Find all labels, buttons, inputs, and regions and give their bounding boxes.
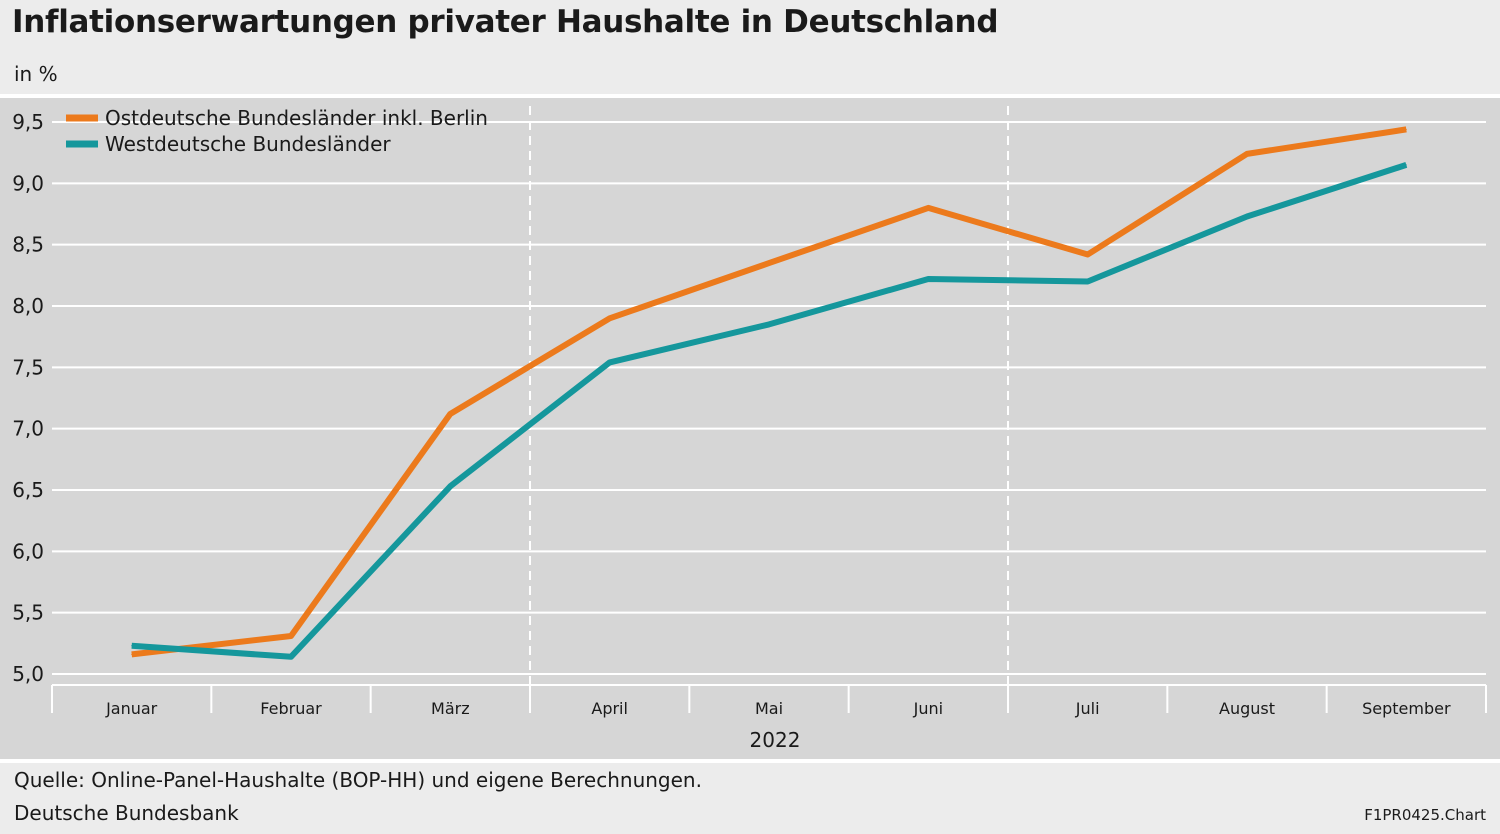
series-line-ost: [131, 126, 1407, 658]
x-tick-label: Juli: [1075, 699, 1100, 718]
bottom-divider: [0, 759, 1500, 763]
data-point: [927, 207, 929, 209]
y-tick-label: 9,5: [12, 110, 44, 134]
x-tick-label: Januar: [105, 699, 158, 718]
y-tick-label: 5,0: [12, 662, 44, 686]
y-tick-label: 7,5: [12, 355, 44, 379]
data-point: [449, 485, 451, 487]
chart-title: Inflationserwartungen privater Haushalte…: [12, 4, 999, 40]
x-tick-label: Mai: [755, 699, 783, 718]
x-tick-label: September: [1362, 699, 1451, 718]
unit-label: in %: [14, 62, 58, 86]
x-tick-label: August: [1219, 699, 1275, 718]
data-point: [1246, 215, 1248, 217]
data-point: [449, 413, 451, 415]
data-point: [1405, 128, 1407, 130]
x-tick-label: April: [591, 699, 628, 718]
data-point: [768, 323, 770, 325]
y-tick-label: 7,0: [12, 417, 44, 441]
series-line-west: [131, 162, 1408, 660]
top-divider: [0, 94, 1500, 98]
publisher-name: Deutsche Bundesbank: [14, 801, 239, 825]
y-tick-label: 9,0: [12, 171, 44, 195]
x-axis-label: 2022: [750, 728, 801, 752]
data-point: [927, 278, 929, 280]
data-point: [768, 262, 770, 264]
y-tick-label: 8,0: [12, 294, 44, 318]
chart-id: F1PR0425.Chart: [1364, 806, 1486, 824]
data-point: [290, 635, 292, 637]
data-point: [1087, 280, 1089, 282]
legend-label: Ostdeutsche Bundesländer inkl. Berlin: [105, 106, 488, 130]
x-tick-label: Februar: [260, 699, 322, 718]
source-note: Quelle: Online-Panel-Haushalte (BOP-HH) …: [14, 768, 702, 792]
data-point: [1246, 153, 1248, 155]
y-tick-label: 8,5: [12, 233, 44, 257]
chart-header: Inflationserwartungen privater Haushalte…: [0, 0, 1500, 94]
y-tick-label: 6,0: [12, 539, 44, 563]
data-point: [131, 653, 133, 655]
x-tick-label: März: [431, 699, 470, 718]
legend-label: Westdeutsche Bundesländer: [105, 132, 391, 156]
data-point: [609, 361, 611, 363]
data-point: [290, 656, 292, 658]
x-tick-label: Juni: [913, 699, 943, 718]
data-point: [131, 645, 133, 647]
y-tick-label: 6,5: [12, 478, 44, 502]
data-point: [1405, 164, 1407, 166]
data-point: [609, 317, 611, 319]
data-point: [1087, 253, 1089, 255]
y-tick-label: 5,5: [12, 601, 44, 625]
